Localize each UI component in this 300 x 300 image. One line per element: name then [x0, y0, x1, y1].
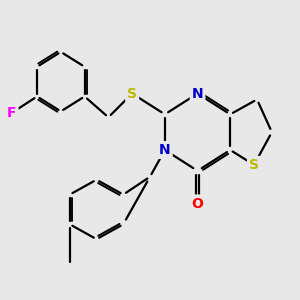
Text: S: S: [127, 86, 137, 100]
Text: F: F: [7, 106, 16, 120]
Text: N: N: [192, 86, 203, 100]
Text: S: S: [249, 158, 259, 172]
Text: O: O: [192, 196, 203, 211]
Text: N: N: [159, 143, 171, 157]
